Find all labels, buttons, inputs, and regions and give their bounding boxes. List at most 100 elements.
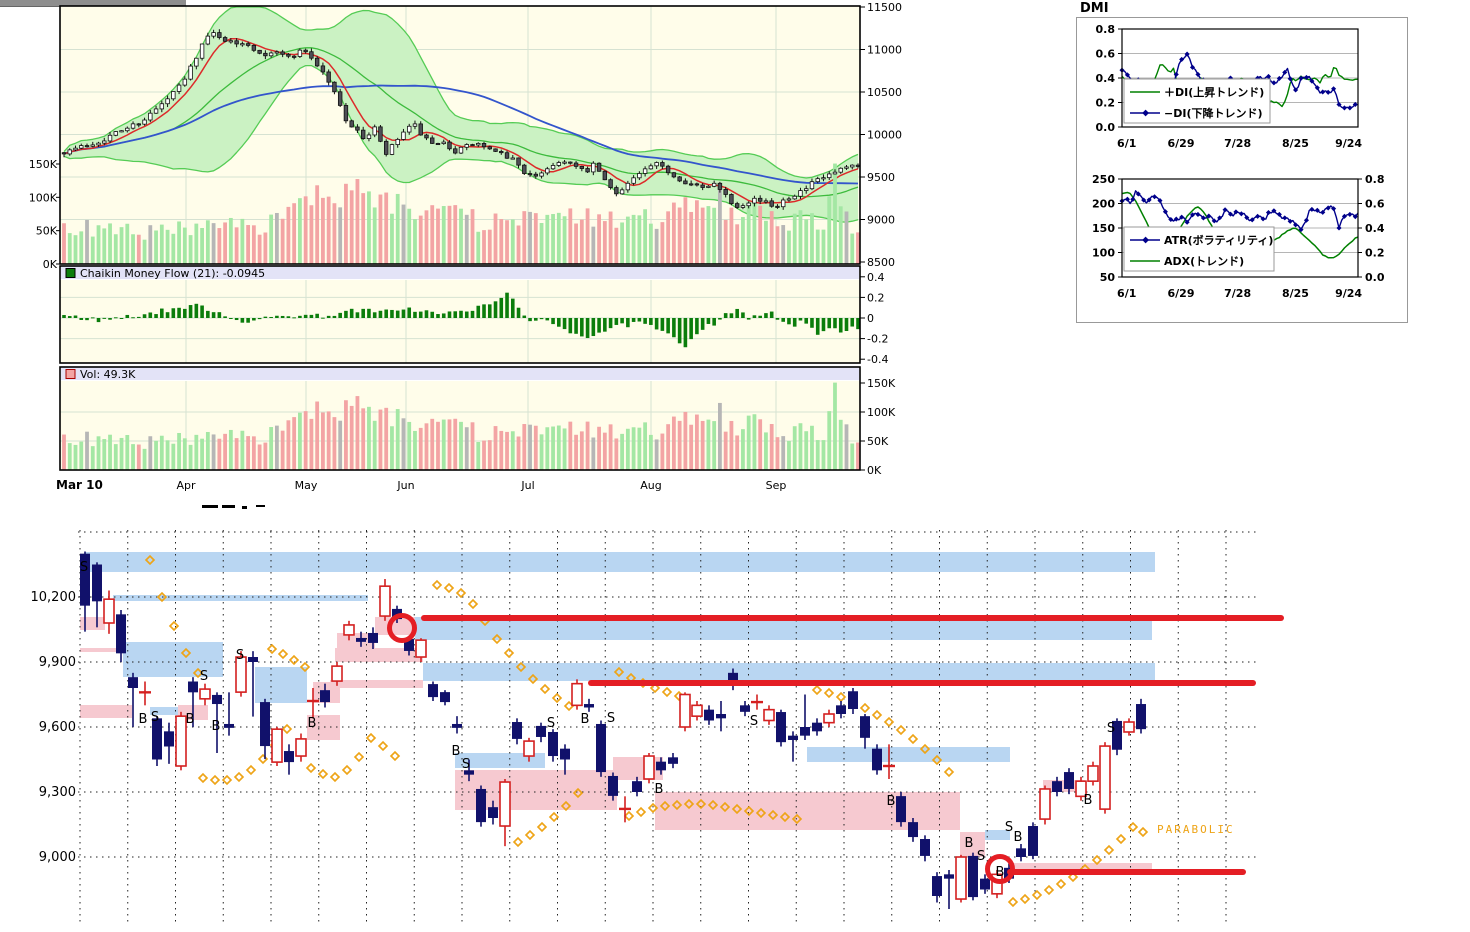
adx-ytick: 0.2: [1365, 247, 1385, 260]
month-label: Apr: [176, 479, 196, 492]
adx-ytick: 0.0: [1365, 271, 1385, 284]
signal-circle-marker: [387, 613, 417, 643]
price-ytick-label: 9,300: [39, 785, 76, 800]
slow-ma-line: [63, 84, 859, 185]
chaikin-tick-label: 0: [867, 312, 874, 325]
vol-header-strip: [61, 367, 859, 380]
di-xtick: 8/25: [1282, 137, 1309, 150]
price-ytick-label: 9,600: [39, 720, 76, 735]
atr-xtick: 8/25: [1282, 287, 1309, 300]
text-fragment: [222, 505, 235, 508]
buy-signal-label: B: [139, 712, 148, 727]
vol-panel-border: [59, 366, 861, 471]
candles-layer: [80, 551, 1146, 909]
bollinger-upper-line: [63, 6, 859, 179]
chaikin-tick-label: -0.2: [867, 333, 888, 346]
month-label: Mar 10: [56, 478, 103, 492]
di-xtick: 7/28: [1224, 137, 1251, 150]
di-ytick: 0.6: [1096, 48, 1116, 61]
sell-signal-label: S: [977, 849, 985, 864]
atr-xtick: 6/1: [1117, 287, 1136, 300]
di-ytick: 0.4: [1096, 72, 1116, 85]
di-ytick: 0.8: [1096, 23, 1116, 36]
main-price-volume-chart: Chaikin Money Flow (21): -0.0945 Vol: 49.…: [29, 1, 902, 492]
bollinger-mid-line: [63, 47, 859, 198]
volume-tick-label: 50K: [867, 435, 889, 448]
volume-tick-label: 150K: [867, 377, 896, 390]
chaikin-tick-label: 0.4: [867, 271, 885, 284]
alert-lines: [421, 615, 1284, 875]
price-ytick-label: 9,900: [39, 655, 76, 670]
buy-signal-label: B: [581, 712, 590, 727]
dmi-di-chart: 0.8 0.6 0.4 0.2 0.06/1 6/29 7/28 8/25 9/24 ＋DI(上昇…: [1096, 23, 1363, 150]
price-tick-label: 10500: [867, 86, 902, 99]
vol-label: Vol: 49.3K: [80, 368, 136, 381]
price-tick-label: 11000: [867, 44, 902, 57]
price-tick-label: 9500: [867, 171, 895, 184]
chaikin-bars: [62, 292, 860, 348]
chaikin-label: Chaikin Money Flow (21): -0.0945: [80, 267, 265, 280]
month-label: May: [295, 479, 318, 492]
buy-signal-label: B: [655, 782, 664, 797]
atr-ytick: 150: [1092, 222, 1115, 235]
signal-circle-marker: [985, 854, 1015, 884]
support-resistance-bands: [80, 552, 1155, 872]
sell-signal-label: S: [750, 714, 758, 729]
sell-signal-label: S: [200, 669, 208, 684]
overlay-volume-tick-label: 100K: [29, 191, 58, 204]
buy-signal-label: B: [186, 712, 195, 727]
overlay-volume-tick-label: 150K: [29, 158, 58, 171]
atr-xtick: 7/28: [1224, 287, 1251, 300]
price-ytick-label: 10,200: [31, 590, 77, 605]
atr-xtick: 6/29: [1168, 287, 1195, 300]
di-ytick: 0.2: [1096, 97, 1116, 110]
dmi-panel-title: DMI: [1080, 1, 1109, 16]
dmi-indicator-panel: DMI 0.8 0.6 0.4 0.2 0.0 6/1 6/29 7/28 8/25 9/24 ＋D…: [1076, 1, 1408, 323]
adx-ytick: 0.8: [1365, 173, 1385, 186]
di-ytick: 0.0: [1096, 121, 1116, 134]
sell-signal-label: S: [236, 648, 244, 663]
legend-label: ＋DI(上昇トレンド): [1164, 85, 1264, 99]
price-tick-label: 9000: [867, 214, 895, 227]
legend-marker: [1142, 236, 1149, 244]
price-ytick-label: 9,000: [39, 850, 76, 865]
sell-signal-label: S: [607, 711, 615, 726]
buy-signal-label: B: [212, 719, 221, 734]
chaikin-header-strip: [61, 266, 859, 279]
parabolic-legend-label: PARABOLIC: [1157, 823, 1235, 836]
text-fragment: [242, 506, 247, 509]
sell-signal-label: S: [547, 716, 555, 731]
sell-signal-label: S: [1005, 820, 1013, 835]
month-label: Sep: [766, 479, 787, 492]
adx-ytick: 0.6: [1365, 198, 1385, 211]
month-label: Aug: [640, 479, 661, 492]
atr-ytick: 100: [1092, 247, 1115, 260]
atr-xtick: 9/24: [1335, 287, 1362, 300]
chaikin-panel-border: [59, 265, 861, 364]
atr-adx-chart: 250 200 150 100 50 0.8 0.6 0.4 0.2 0.0 6/1 6/29 7/28…: [1092, 173, 1385, 300]
volume-tick-label: 100K: [867, 406, 896, 419]
sell-signal-label: S: [151, 710, 159, 725]
buy-signal-label: B: [1084, 793, 1093, 808]
buy-signal-label: B: [308, 716, 317, 731]
atr-ytick: 50: [1100, 271, 1116, 284]
price-tick-label: 8500: [867, 256, 895, 269]
di-xtick: 9/24: [1335, 137, 1362, 150]
overlay-volume-tick-label: 50K: [36, 225, 58, 238]
volume-tick-label: 0K: [867, 464, 882, 477]
candles-layer: [61, 29, 861, 210]
vol-swatch: [65, 369, 76, 379]
legend-marker: [1142, 109, 1149, 117]
bollinger-lower-line: [63, 64, 859, 223]
adx-ytick: 0.4: [1365, 222, 1385, 235]
chaikin-tick-label: -0.4: [867, 353, 888, 366]
volume-panel-bars: [62, 382, 860, 470]
buy-signal-label: B: [887, 794, 896, 809]
legend-label: ATR(ボラティリティ): [1164, 233, 1273, 247]
overlay-volume-tick-label: 0K: [43, 258, 58, 271]
sell-signal-label: S: [1107, 721, 1115, 736]
legend-label: −DI(下降トレンド): [1164, 106, 1263, 120]
legend-box: [1123, 78, 1271, 124]
